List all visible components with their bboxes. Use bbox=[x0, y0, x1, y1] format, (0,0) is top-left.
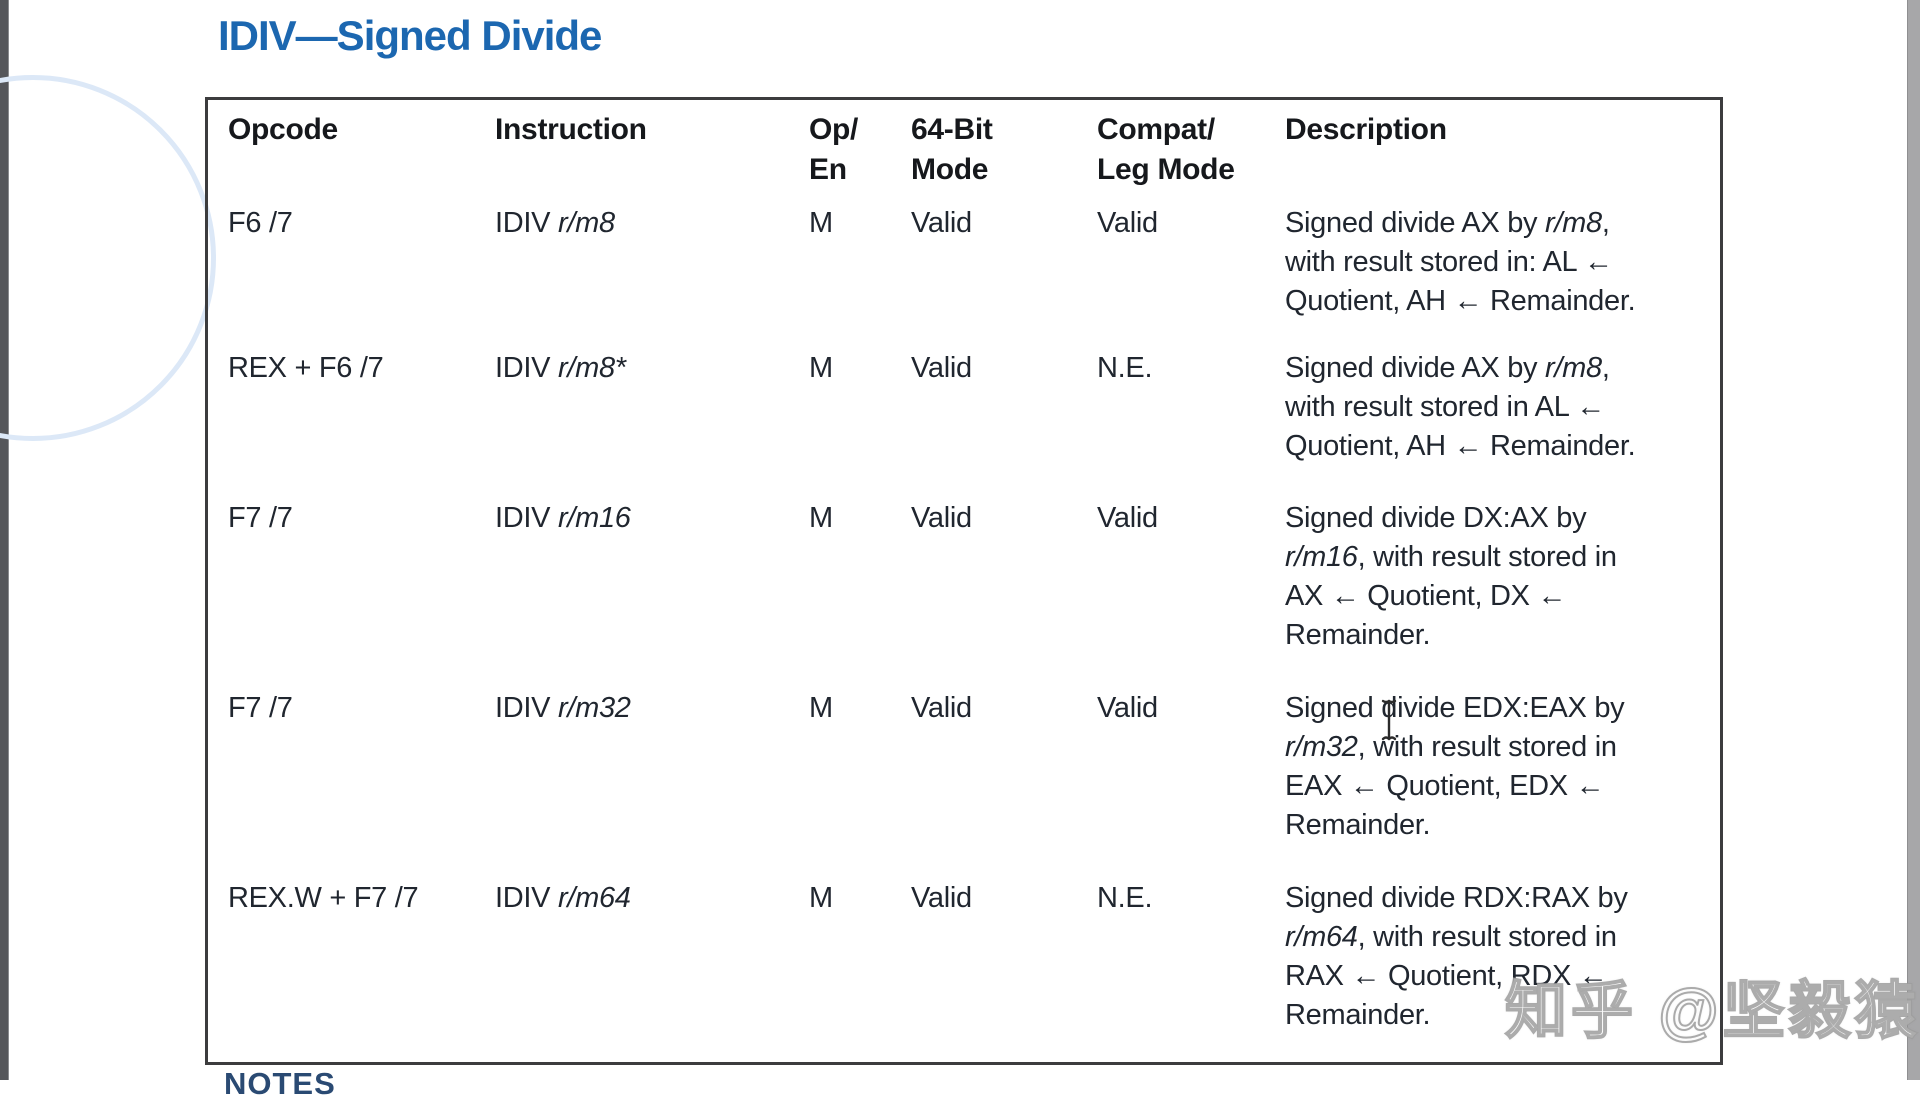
screen-edge-bar-right bbox=[1907, 0, 1920, 1080]
table-cell-opcode: F6 /7 bbox=[228, 207, 293, 239]
table-cell-description: Signed divide AX by r/m8, with result st… bbox=[1285, 352, 1636, 462]
table-cell-64bit-mode: Valid bbox=[911, 352, 972, 384]
table-cell-compat-leg: N.E. bbox=[1097, 882, 1153, 914]
col-header-op-en: Op/ En bbox=[809, 113, 859, 186]
screen-edge-bar-left bbox=[0, 0, 9, 1080]
table-cell-instruction: IDIV r/m64 bbox=[495, 882, 631, 914]
table-cell-op-en: M bbox=[809, 692, 833, 724]
notes-section-label: NOTES bbox=[224, 1066, 336, 1101]
table-cell-op-en: M bbox=[809, 207, 833, 239]
table-cell-64bit-mode: Valid bbox=[911, 502, 972, 534]
table-cell-compat-leg: Valid bbox=[1097, 502, 1158, 534]
table-cell-opcode: REX.W + F7 /7 bbox=[228, 882, 419, 914]
col-header-instruction: Instruction bbox=[495, 113, 647, 146]
text-ibeam-cursor-icon bbox=[1380, 698, 1398, 742]
table-cell-op-en: M bbox=[809, 502, 833, 534]
table-cell-64bit-mode: Valid bbox=[911, 882, 972, 914]
col-header-64bit-mode: 64-Bit Mode bbox=[911, 113, 993, 186]
col-header-description: Description bbox=[1285, 113, 1447, 146]
table-cell-compat-leg: N.E. bbox=[1097, 352, 1153, 384]
table-cell-instruction: IDIV r/m8 bbox=[495, 207, 615, 239]
table-cell-64bit-mode: Valid bbox=[911, 207, 972, 239]
table-cell-description: Signed divide EDX:EAX by r/m32, with res… bbox=[1285, 692, 1625, 841]
col-header-compat-leg: Compat/ Leg Mode bbox=[1097, 113, 1235, 186]
table-cell-instruction: IDIV r/m8* bbox=[495, 352, 626, 384]
table-cell-description: Signed divide DX:AX by r/m16, with resul… bbox=[1285, 502, 1617, 651]
table-cell-instruction: IDIV r/m16 bbox=[495, 502, 631, 534]
table-cell-op-en: M bbox=[809, 352, 833, 384]
col-header-opcode: Opcode bbox=[228, 113, 338, 146]
decorative-circle bbox=[0, 75, 216, 441]
table-cell-opcode: F7 /7 bbox=[228, 692, 293, 724]
table-cell-opcode: REX + F6 /7 bbox=[228, 352, 384, 384]
watermark-text: 知乎 @坚毅猿 bbox=[1504, 976, 1920, 1047]
table-cell-description: Signed divide AX by r/m8, with result st… bbox=[1285, 207, 1636, 317]
table-cell-instruction: IDIV r/m32 bbox=[495, 692, 631, 724]
instruction-table: Opcode Instruction Op/ En 64-Bit Mode Co… bbox=[205, 97, 1723, 1065]
table-cell-64bit-mode: Valid bbox=[911, 692, 972, 724]
table-cell-op-en: M bbox=[809, 882, 833, 914]
table-cell-compat-leg: Valid bbox=[1097, 207, 1158, 239]
table-cell-description: Signed divide RDX:RAX by r/m64, with res… bbox=[1285, 882, 1628, 1031]
table-cell-opcode: F7 /7 bbox=[228, 502, 293, 534]
table-cell-compat-leg: Valid bbox=[1097, 692, 1158, 724]
page-title: IDIV—Signed Divide bbox=[218, 12, 602, 59]
